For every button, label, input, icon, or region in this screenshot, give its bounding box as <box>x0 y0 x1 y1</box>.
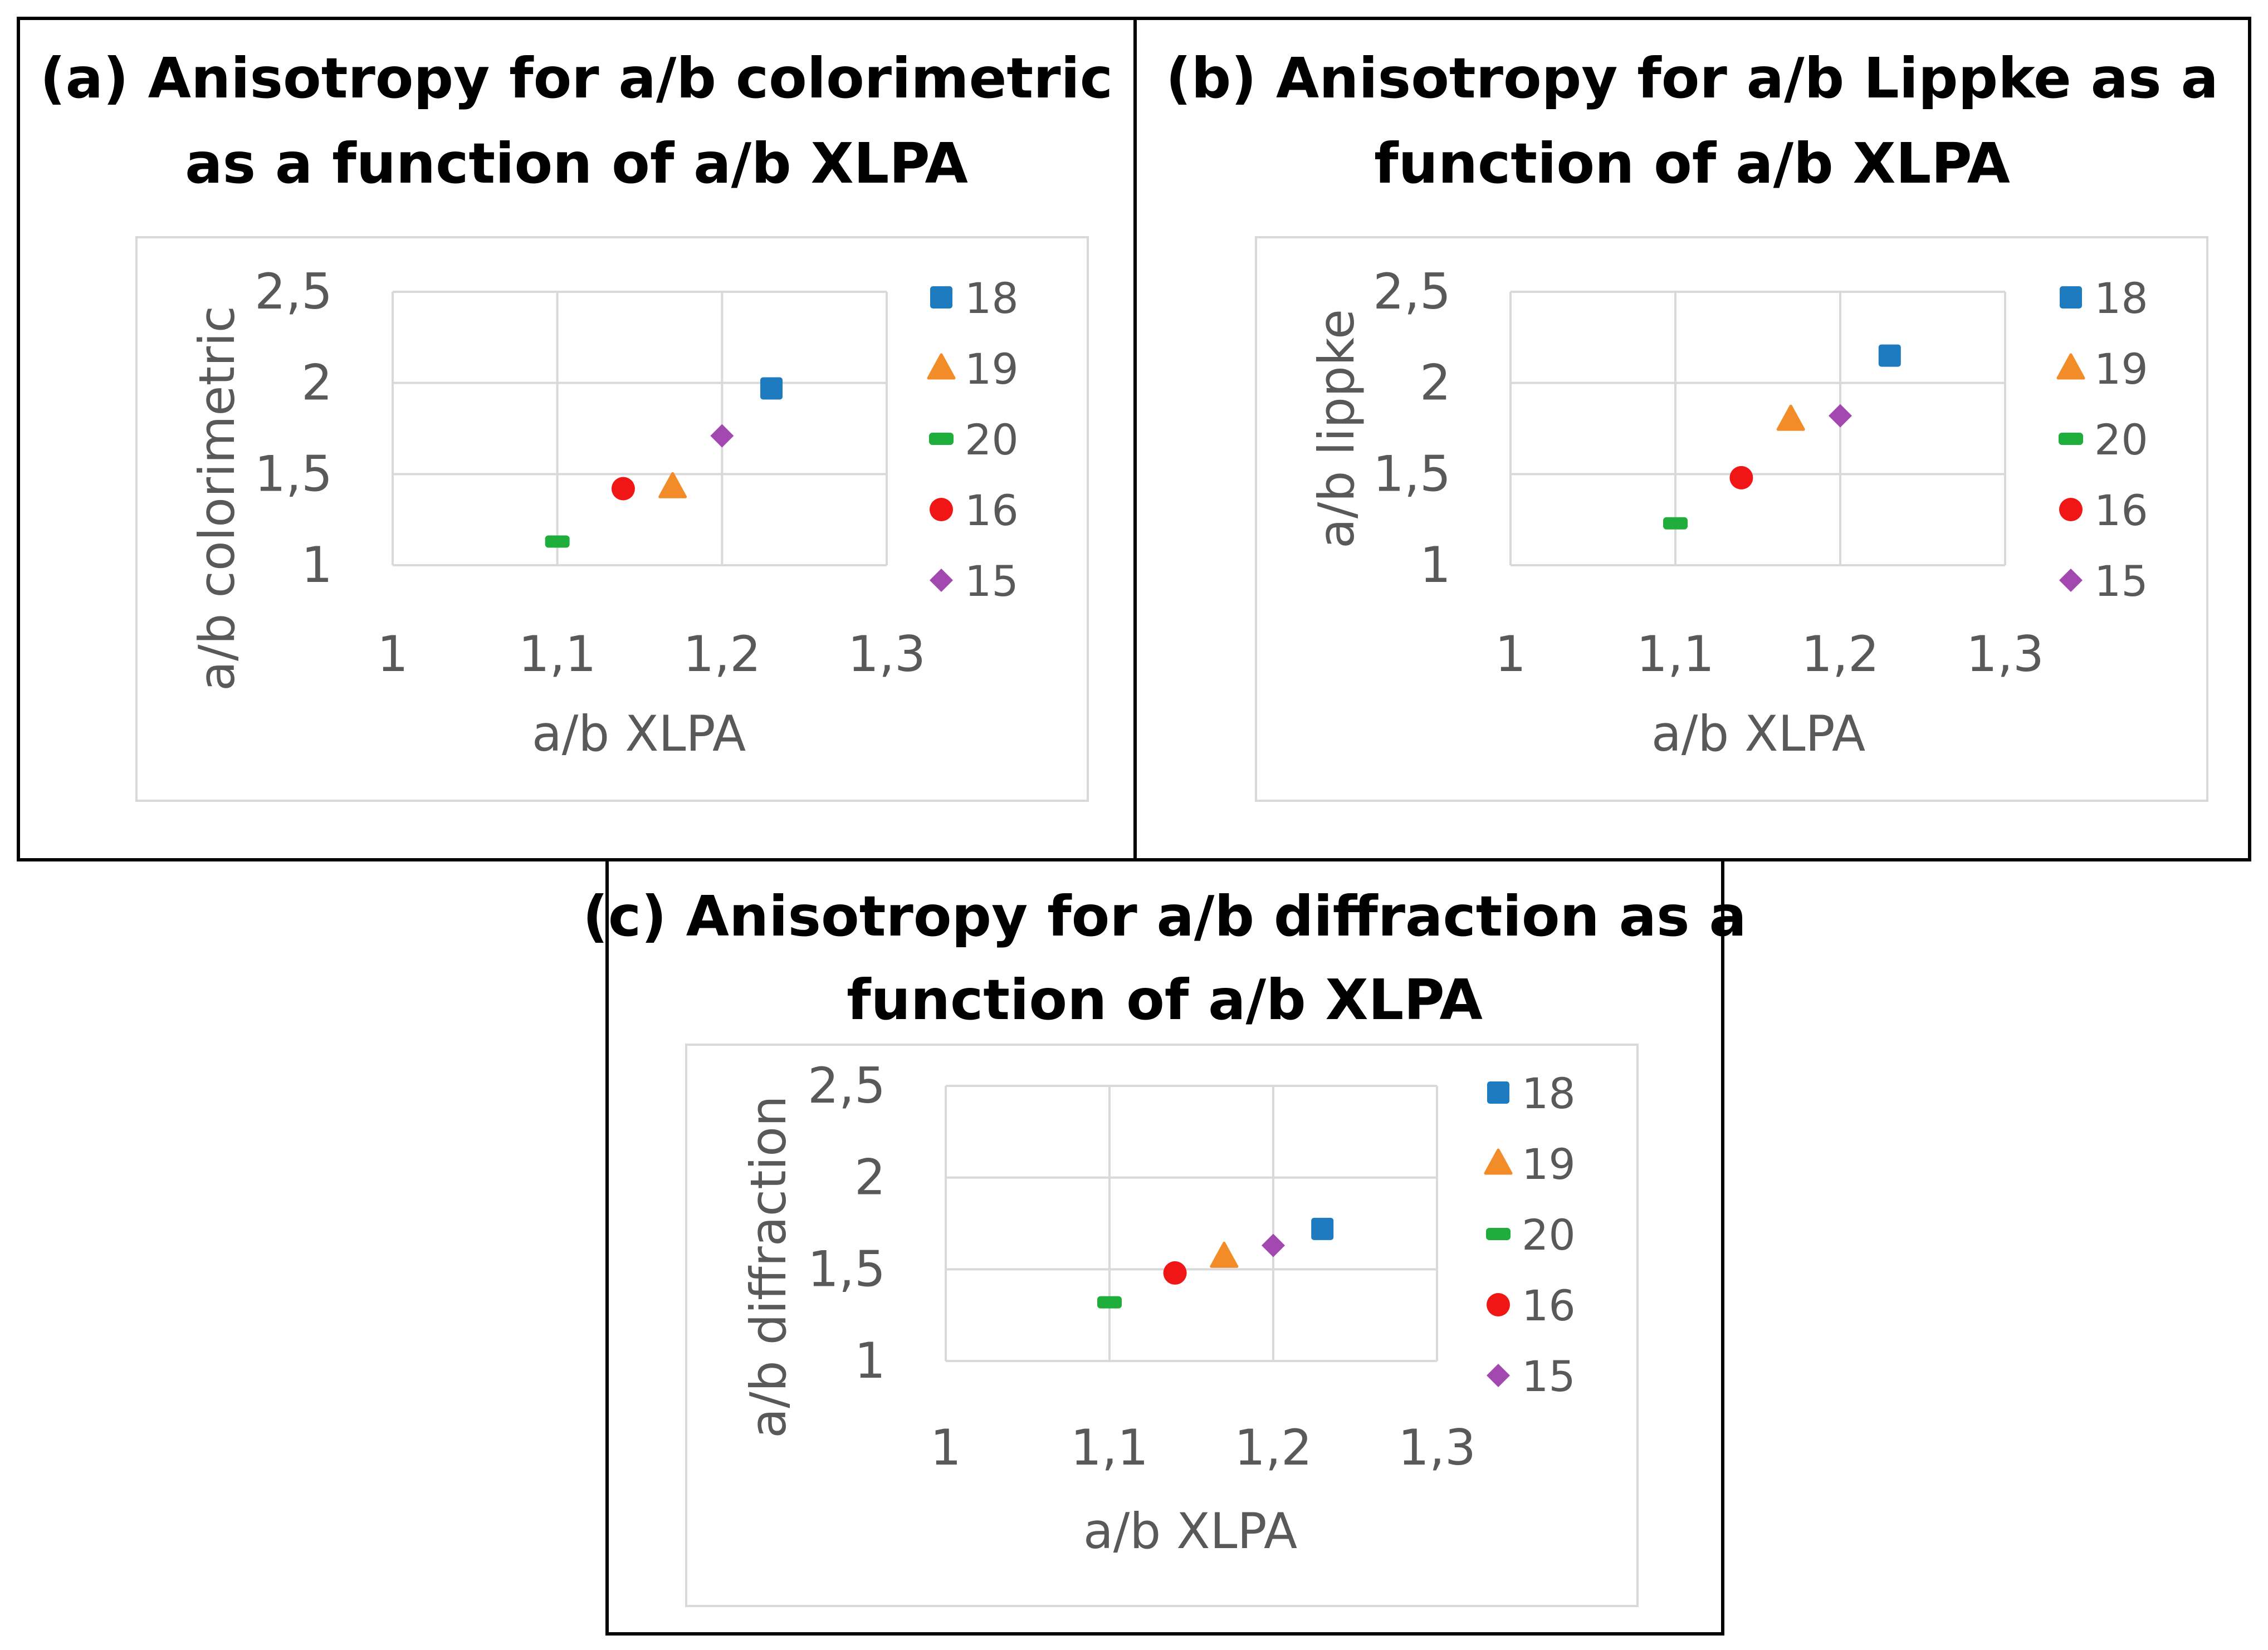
panel-a: (a) Anisotropy for a/b colorimetric as a… <box>17 17 1137 861</box>
panel-c-xtick-0: 1 <box>930 1419 961 1476</box>
panel-a-ylabel: a/b colorimetric <box>188 306 246 691</box>
panel-b-legend-label-19: 19 <box>2094 344 2148 394</box>
panel-c-point-15 <box>1262 1233 1285 1257</box>
panel-a-legend-marker-19 <box>927 353 956 380</box>
panel-a-chart-area <box>135 236 1089 802</box>
panel-c-ylabel: a/b diffraction <box>740 1095 797 1438</box>
panel-b-point-15 <box>1829 404 1852 428</box>
panel-b-xtick-2: 1,2 <box>1801 625 1879 683</box>
panel-a-legend-marker-20 <box>929 433 954 445</box>
panel-c-point-19 <box>1210 1241 1239 1268</box>
panel-b-point-16 <box>1729 466 1753 489</box>
panel-a-xtick-1: 1,1 <box>519 625 597 683</box>
panel-c-legend-label-16: 16 <box>1522 1281 1576 1330</box>
panel-a-legend-label-18: 18 <box>965 273 1019 323</box>
panel-c-point-20 <box>1097 1296 1122 1309</box>
panel-b-point-18 <box>1878 344 1901 367</box>
panel-b-ylabel: a/b lippke <box>1308 309 1365 549</box>
panel-b-title-line-2: function of a/b XLPA <box>1374 131 2010 196</box>
panel-a-xtick-2: 1,2 <box>683 625 761 683</box>
panel-a-legend-marker-15 <box>930 569 953 592</box>
panel-b-title-line-1: (b) Anisotropy for a/b Lippke as a <box>1166 46 2218 111</box>
panel-b-point-19 <box>1776 404 1805 431</box>
panel-a-point-18 <box>760 377 783 400</box>
panel-b-xtick-1: 1,1 <box>1636 625 1714 683</box>
panel-b-legend-label-15: 15 <box>2094 556 2148 606</box>
panel-a-xtick-0: 1 <box>377 625 408 683</box>
panel-a-xlabel: a/b XLPA <box>532 705 746 762</box>
panel-a-legend-label-19: 19 <box>965 344 1019 394</box>
panel-b-legend-marker-15 <box>2059 569 2083 592</box>
panel-b-point-20 <box>1663 517 1688 530</box>
panel-a-point-16 <box>611 477 635 501</box>
panel-b-ytick-1: 1,5 <box>1373 445 1451 502</box>
panel-c-xlabel: a/b XLPA <box>1083 1502 1297 1560</box>
panel-a-ytick-2: 2 <box>301 354 333 412</box>
panel-c-legend-label-20: 20 <box>1522 1210 1576 1260</box>
panel-c-plot: 1 1,5 2 2,5 1 1,1 1,2 1,3 18 19 20 16 15 <box>808 1057 1576 1476</box>
panel-c-title-line-1: (c) Anisotropy for a/b diffraction as a <box>583 884 1747 949</box>
panel-c-point-16 <box>1163 1261 1187 1285</box>
panel-c-xtick-3: 1,3 <box>1398 1419 1476 1476</box>
panel-c-legend-label-15: 15 <box>1522 1352 1576 1401</box>
panel-b-legend-marker-20 <box>2059 433 2083 445</box>
panel-a-ytick-0: 1 <box>301 536 333 594</box>
panel-c: (c) Anisotropy for a/b diffraction as a … <box>583 858 1747 1636</box>
panel-b-xtick-0: 1 <box>1495 625 1526 683</box>
panel-a-xtick-3: 1,3 <box>848 625 926 683</box>
panel-b-xlabel: a/b XLPA <box>1651 705 1865 762</box>
panel-b-legend-label-16: 16 <box>2094 486 2148 535</box>
panel-c-ytick-2: 2 <box>854 1149 886 1206</box>
panel-c-legend-marker-18 <box>1487 1081 1509 1104</box>
panel-c-point-18 <box>1311 1217 1334 1240</box>
panel-a-point-19 <box>658 472 687 498</box>
panel-b-ytick-2: 2 <box>1420 354 1451 412</box>
panel-c-legend-label-18: 18 <box>1522 1069 1576 1118</box>
panel-c-xtick-2: 1,2 <box>1234 1419 1312 1476</box>
panel-b: (b) Anisotropy for a/b Lippke as a funct… <box>1133 17 2251 861</box>
panel-c-ytick-3: 2,5 <box>808 1057 886 1114</box>
panel-a-legend-label-20: 20 <box>965 415 1019 464</box>
panel-c-chart-area <box>685 1044 1639 1607</box>
panel-c-ytick-1: 1,5 <box>808 1240 886 1298</box>
panel-b-plot: 1 1,5 2 2,5 1 1,1 1,2 1,3 18 19 20 16 15 <box>1373 263 2148 683</box>
panel-c-legend-label-19: 19 <box>1522 1139 1576 1189</box>
panel-b-xtick-3: 1,3 <box>1966 625 2044 683</box>
panel-a-legend-label-16: 16 <box>965 486 1019 535</box>
panel-a-title-line-1: (a) Anisotropy for a/b colorimetric <box>40 46 1113 111</box>
panel-c-legend-marker-20 <box>1486 1228 1511 1240</box>
panel-b-legend-label-20: 20 <box>2094 415 2148 464</box>
panel-b-legend-label-18: 18 <box>2094 273 2148 323</box>
panel-b-ytick-3: 2,5 <box>1373 263 1451 320</box>
panel-c-frame <box>605 858 1724 1636</box>
panel-a-ytick-3: 2,5 <box>255 263 333 320</box>
panel-b-chart-area <box>1255 236 2208 802</box>
panel-c-xtick-1: 1,1 <box>1071 1419 1148 1476</box>
panel-a-title-line-2: as a function of a/b XLPA <box>185 131 968 196</box>
panel-b-ytick-0: 1 <box>1420 536 1451 594</box>
panel-c-legend-marker-16 <box>1487 1293 1510 1316</box>
panel-c-ytick-0: 1 <box>854 1332 886 1389</box>
panel-a-point-20 <box>545 535 570 548</box>
panel-b-legend-marker-19 <box>2056 353 2085 380</box>
panel-c-legend-marker-15 <box>1487 1364 1510 1387</box>
panel-b-legend-marker-16 <box>2059 498 2083 521</box>
panel-a-legend-marker-16 <box>930 498 953 521</box>
panel-a-point-15 <box>710 424 734 448</box>
panel-a-plot: 1 1,5 2 2,5 1 1,1 1,2 1,3 18 19 20 16 15 <box>255 263 1019 683</box>
panel-a-ytick-1: 1,5 <box>255 445 333 502</box>
panel-b-legend-marker-18 <box>2060 286 2082 309</box>
panel-a-legend-label-15: 15 <box>965 556 1019 606</box>
panel-c-legend-marker-19 <box>1484 1148 1513 1175</box>
panel-c-title-line-2: function of a/b XLPA <box>847 967 1483 1032</box>
panel-a-legend-marker-18 <box>930 286 952 309</box>
